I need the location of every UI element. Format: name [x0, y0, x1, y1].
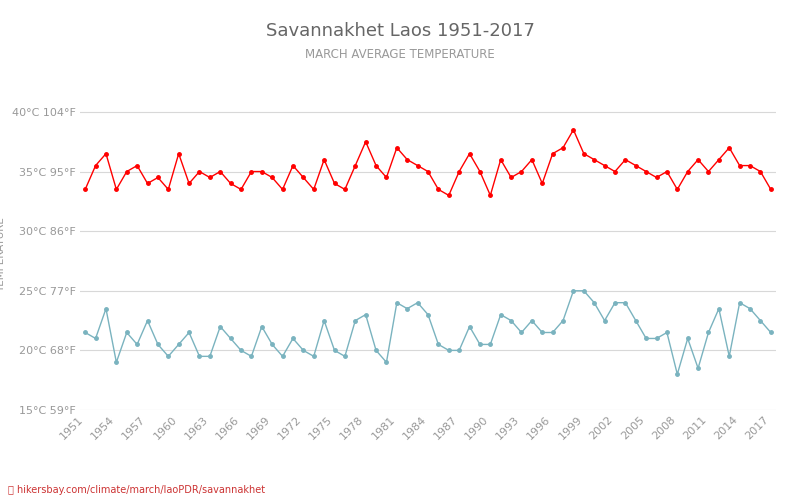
- Y-axis label: TEMPERATURE: TEMPERATURE: [0, 218, 6, 292]
- Text: 📍 hikersbay.com/climate/march/laoPDR/savannakhet: 📍 hikersbay.com/climate/march/laoPDR/sav…: [8, 485, 265, 495]
- Text: MARCH AVERAGE TEMPERATURE: MARCH AVERAGE TEMPERATURE: [305, 48, 495, 60]
- Text: Savannakhet Laos 1951-2017: Savannakhet Laos 1951-2017: [266, 22, 534, 40]
- Legend: NIGHT, DAY: NIGHT, DAY: [350, 498, 506, 500]
